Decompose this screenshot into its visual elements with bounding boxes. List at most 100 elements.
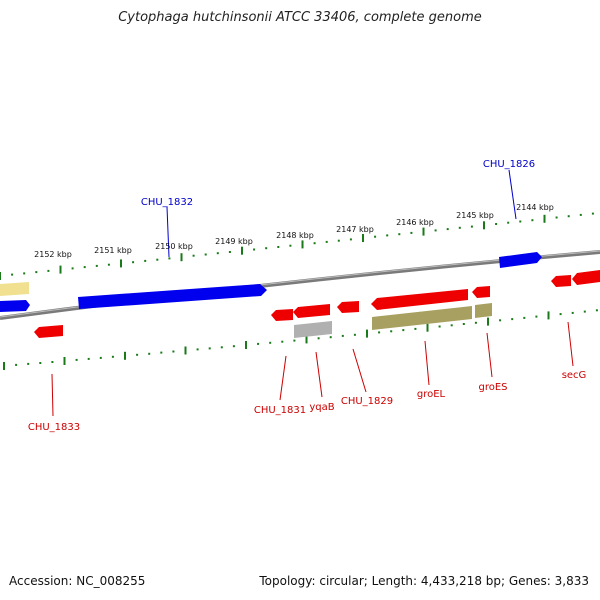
top-ruler-minor-tick bbox=[204, 253, 207, 256]
top-ruler-minor-tick bbox=[216, 252, 219, 255]
gene-chu-1829[interactable] bbox=[337, 301, 359, 313]
bottom-ruler-major-tick bbox=[245, 341, 247, 349]
bottom-ruler-minor-tick bbox=[257, 342, 260, 345]
top-ruler-minor-tick bbox=[277, 246, 280, 248]
top-ruler-minor-tick bbox=[289, 244, 292, 247]
top-ruler-minor-tick bbox=[507, 221, 510, 224]
top-ruler-minor-tick bbox=[71, 267, 74, 270]
bottom-ruler-minor-tick bbox=[208, 347, 211, 350]
label-groes: groES bbox=[478, 382, 507, 393]
feature-olive-groes[interactable] bbox=[475, 303, 492, 318]
bottom-ruler-minor-tick bbox=[390, 330, 393, 333]
label-chu-1832: CHU_1832 bbox=[141, 197, 193, 208]
top-ruler-minor-tick bbox=[567, 215, 570, 218]
top-ruler-minor-tick bbox=[591, 212, 594, 215]
label-leaders bbox=[51, 169, 574, 417]
leader-groes bbox=[486, 332, 493, 378]
top-ruler-minor-tick bbox=[446, 228, 449, 231]
accession-text: Accession: NC_008255 bbox=[9, 574, 146, 588]
ruler-label-2144: 2144 kbp bbox=[516, 203, 554, 212]
leader-chu-1833 bbox=[51, 373, 54, 417]
top-ruler-minor-tick bbox=[495, 223, 498, 225]
bottom-ruler-major-tick bbox=[63, 357, 66, 365]
bottom-ruler-minor-tick bbox=[317, 337, 320, 340]
leader-chu-1829 bbox=[352, 348, 367, 393]
bottom-ruler-major-tick bbox=[3, 362, 5, 370]
bottom-ruler-minor-tick bbox=[571, 311, 574, 314]
top-ruler-minor-tick bbox=[144, 259, 147, 262]
top-ruler-minor-tick bbox=[265, 247, 268, 250]
feature-yellow-left[interactable] bbox=[0, 282, 29, 296]
bottom-ruler-minor-tick bbox=[220, 346, 223, 349]
top-ruler-major-tick bbox=[362, 234, 364, 242]
bottom-ruler-minor-tick bbox=[414, 327, 417, 330]
bottom-ruler-minor-tick bbox=[462, 323, 465, 325]
gene-forward-left-edge[interactable] bbox=[0, 300, 30, 312]
bottom-ruler-major-tick bbox=[426, 323, 429, 332]
secondary-features bbox=[294, 303, 492, 338]
bottom-ruler-minor-tick bbox=[511, 318, 514, 321]
bottom-ruler-minor-tick bbox=[353, 333, 356, 336]
gene-secg[interactable] bbox=[551, 275, 571, 287]
bottom-ruler-minor-tick bbox=[559, 313, 562, 316]
top-ruler-minor-tick bbox=[531, 219, 534, 222]
top-ruler-minor-tick bbox=[156, 258, 159, 261]
ruler-label-2146: 2146 kbp bbox=[396, 218, 434, 227]
ruler-label-2147: 2147 kbp bbox=[336, 225, 374, 234]
top-ruler-minor-tick bbox=[313, 242, 316, 245]
feature-gray-yqab[interactable] bbox=[294, 321, 332, 338]
bottom-ruler-minor-tick bbox=[51, 361, 54, 363]
label-chu-1829: CHU_1829 bbox=[341, 396, 393, 407]
bottom-ruler-minor-tick bbox=[196, 348, 199, 351]
top-ruler-minor-tick bbox=[349, 238, 352, 241]
gene-reverse-right-edge[interactable] bbox=[572, 270, 600, 285]
top-ruler-minor-tick bbox=[579, 213, 582, 216]
bottom-ruler-minor-tick bbox=[99, 356, 102, 359]
bottom-ruler-minor-tick bbox=[111, 355, 114, 358]
ruler-labels: 2152 kbp 2151 kbp 2150 kbp 2149 kbp 2148… bbox=[34, 203, 554, 259]
gene-groel[interactable] bbox=[371, 289, 468, 310]
gene-chu-1831[interactable] bbox=[271, 309, 293, 321]
top-ruler-major-tick bbox=[422, 227, 425, 236]
bottom-ruler-minor-tick bbox=[595, 309, 598, 312]
bottom-ruler-minor-tick bbox=[87, 357, 90, 360]
top-ruler-minor-tick bbox=[228, 251, 231, 253]
top-ruler-minor-tick bbox=[83, 266, 86, 269]
top-ruler-minor-tick bbox=[386, 234, 389, 237]
top-ruler-minor-tick bbox=[47, 269, 50, 272]
bottom-ruler-minor-tick bbox=[160, 351, 163, 354]
bottom-ruler-minor-tick bbox=[583, 310, 586, 313]
top-ruler-minor-tick bbox=[519, 220, 522, 223]
top-ruler-major-tick bbox=[543, 214, 546, 223]
top-ruler-minor-tick bbox=[168, 257, 171, 260]
top-ruler-major-tick bbox=[301, 240, 304, 249]
bottom-ruler bbox=[3, 309, 598, 370]
gene-chu-1826[interactable] bbox=[499, 252, 542, 268]
feature-olive-groel[interactable] bbox=[372, 306, 472, 330]
bottom-ruler-major-tick bbox=[184, 346, 187, 355]
gene-yqab[interactable] bbox=[293, 304, 330, 318]
bottom-ruler-major-tick bbox=[547, 311, 550, 320]
reverse-genes bbox=[34, 270, 600, 338]
bottom-ruler-minor-tick bbox=[15, 363, 18, 366]
top-ruler-minor-tick bbox=[192, 254, 195, 257]
bottom-ruler-minor-tick bbox=[450, 324, 453, 327]
top-ruler-minor-tick bbox=[458, 226, 461, 229]
bottom-ruler-minor-tick bbox=[523, 316, 526, 319]
bottom-ruler-minor-tick bbox=[172, 350, 175, 353]
top-ruler-minor-tick bbox=[434, 229, 437, 232]
top-ruler-minor-tick bbox=[253, 248, 256, 251]
gene-chu-1833[interactable] bbox=[34, 325, 63, 338]
top-ruler-minor-tick bbox=[325, 240, 328, 243]
leader-yqab bbox=[315, 351, 323, 398]
top-ruler-major-tick bbox=[241, 246, 243, 255]
gene-groes[interactable] bbox=[472, 286, 490, 298]
bottom-ruler-minor-tick bbox=[75, 358, 78, 361]
gene-chu-1832[interactable] bbox=[78, 284, 267, 309]
top-ruler-minor-tick bbox=[95, 264, 98, 267]
map-title: Cytophaga hutchinsonii ATCC 33406, compl… bbox=[118, 10, 482, 25]
top-ruler-major-tick bbox=[483, 221, 485, 230]
label-secg: secG bbox=[562, 370, 587, 381]
bottom-ruler-minor-tick bbox=[39, 362, 42, 364]
